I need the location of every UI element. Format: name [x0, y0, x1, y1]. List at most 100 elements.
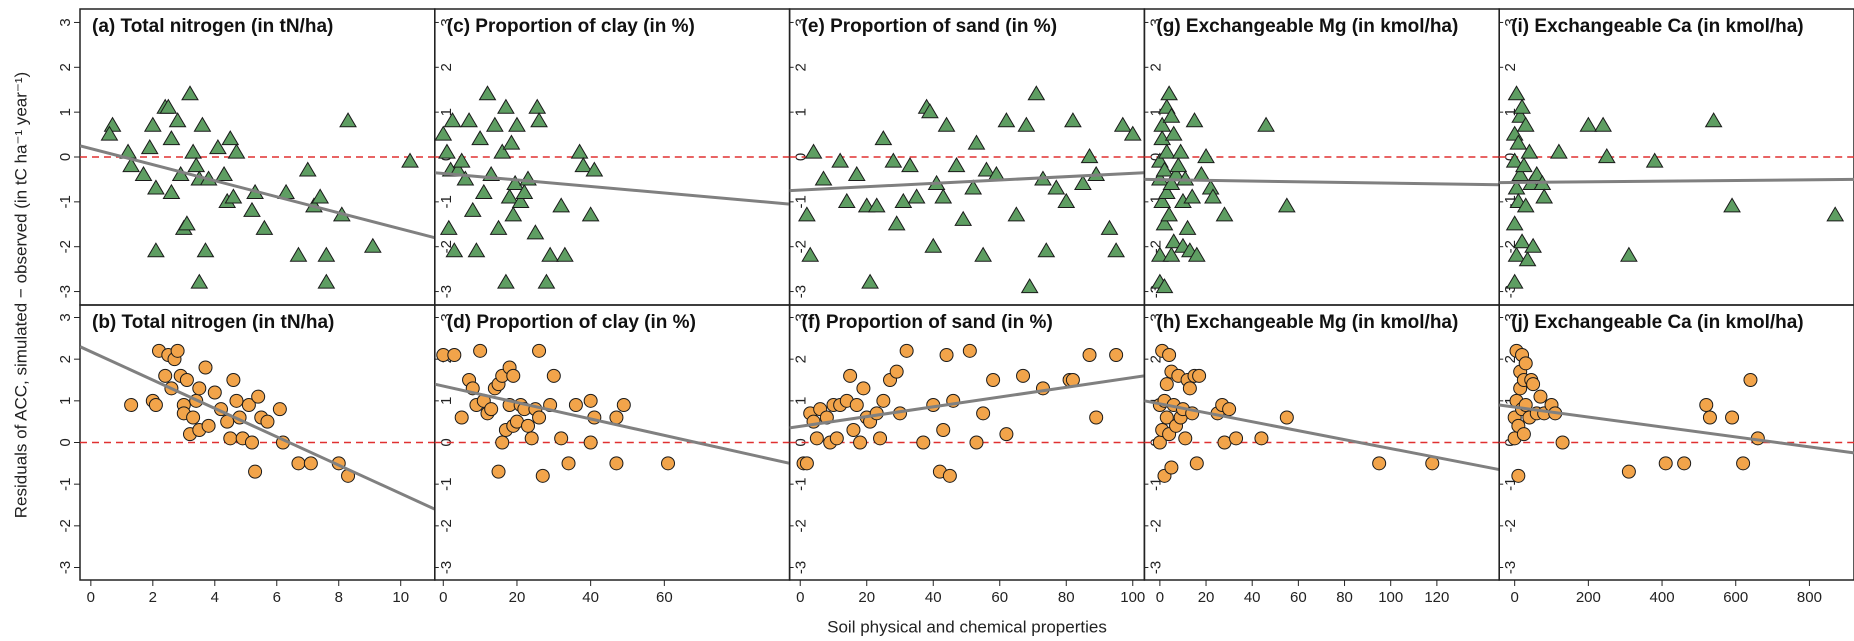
point [1189, 456, 1204, 471]
point [1017, 116, 1036, 132]
point [809, 431, 824, 446]
y-tick-label: 3 [438, 18, 455, 26]
point [887, 215, 906, 231]
point [272, 402, 287, 417]
point [1183, 188, 1202, 204]
point [921, 103, 939, 119]
point [1254, 431, 1269, 446]
point [291, 456, 306, 471]
x-tick-label: 20 [509, 589, 526, 606]
point [1620, 246, 1638, 262]
point [1176, 170, 1195, 186]
point [1182, 381, 1197, 396]
point [1150, 246, 1169, 262]
point [1826, 206, 1845, 222]
point [829, 431, 844, 446]
point [493, 143, 512, 159]
x-tick-label: 60 [656, 589, 673, 606]
point [1507, 85, 1526, 101]
point [937, 116, 956, 132]
x-tick-label: 600 [1723, 589, 1748, 606]
point [504, 206, 523, 222]
y-tick-label: -1 [57, 477, 74, 490]
point [581, 206, 600, 222]
point [147, 179, 165, 195]
point [1185, 112, 1204, 128]
point [303, 456, 318, 471]
x-tick-label: 40 [925, 589, 942, 606]
point [916, 435, 931, 450]
point [463, 201, 482, 217]
point [192, 381, 207, 396]
point [478, 85, 497, 101]
point [1229, 431, 1244, 446]
fit-line [434, 382, 790, 465]
point [962, 343, 977, 358]
point [159, 98, 178, 114]
point [1074, 174, 1092, 191]
fit-line [1499, 403, 1854, 455]
y-tick-label: -3 [57, 285, 74, 298]
y-tick-label: 0 [1147, 153, 1164, 161]
y-tick-label: -3 [793, 285, 810, 298]
x-tick-label: 200 [1576, 589, 1601, 606]
point [1704, 112, 1723, 128]
y-tick-label: -1 [438, 477, 455, 490]
x-tick-label: 120 [1424, 589, 1449, 606]
y-tick-label: 2 [1502, 355, 1519, 363]
panel-title: (h) Exchangeable Mg (in kmol/ha) [1156, 312, 1458, 333]
y-tick-label: 2 [438, 63, 455, 71]
x-tick-label: 0 [796, 589, 804, 606]
point [846, 423, 861, 437]
point [1518, 251, 1537, 267]
x-tick-label: 10 [392, 589, 409, 606]
y-tick-label: 1 [793, 108, 810, 116]
fit-line [1499, 177, 1854, 185]
point [445, 242, 464, 258]
point [1162, 174, 1181, 191]
y-tick-label: -1 [57, 195, 74, 208]
point [363, 237, 382, 253]
point [1725, 410, 1740, 425]
point [162, 130, 181, 146]
y-tick-label: -1 [793, 477, 810, 490]
point [447, 348, 462, 362]
point [1524, 237, 1542, 253]
y-tick-label: 3 [57, 18, 74, 26]
point [140, 139, 159, 155]
point [574, 156, 593, 173]
y-tick-label: -2 [1502, 519, 1519, 532]
point [1535, 188, 1554, 204]
point [1511, 165, 1530, 182]
point [311, 188, 330, 204]
x-tick-label: 800 [1797, 589, 1822, 606]
x-tick-label: 80 [1058, 589, 1075, 606]
point [187, 156, 206, 173]
panel-title: (d) Proportion of clay (in %) [447, 312, 696, 333]
point [876, 393, 891, 408]
point [1187, 246, 1206, 262]
point [1677, 456, 1692, 471]
y-tick-label: 0 [793, 153, 810, 161]
point [1169, 156, 1188, 173]
panel-title: (b) Total nitrogen (in tN/ha) [92, 312, 334, 333]
x-tick-label: 100 [1378, 589, 1403, 606]
point [936, 423, 951, 437]
point [1513, 233, 1531, 249]
point [289, 246, 308, 262]
point [526, 224, 545, 240]
point [209, 139, 227, 155]
point [1157, 143, 1176, 159]
point [814, 170, 833, 186]
point [215, 165, 233, 182]
point [221, 130, 240, 146]
y-tick-label: -3 [793, 561, 810, 574]
x-tick-label: 0 [1511, 589, 1519, 606]
point [260, 414, 275, 429]
point [568, 398, 583, 412]
point [147, 242, 165, 258]
point [1162, 246, 1181, 262]
point [583, 435, 598, 450]
point [1550, 143, 1568, 159]
